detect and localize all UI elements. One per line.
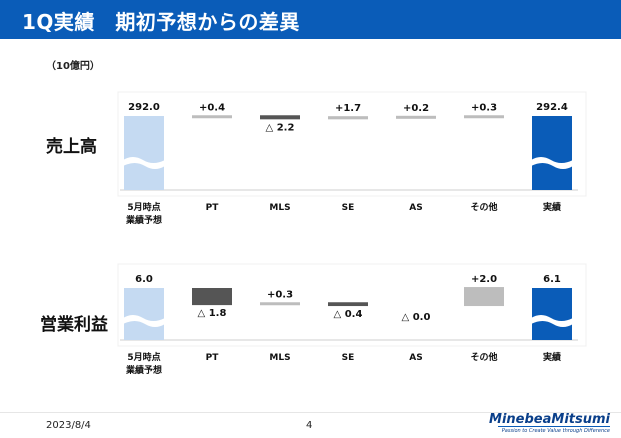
bar-delta [328, 302, 368, 307]
bar-forecast [124, 288, 164, 340]
chart-title-operating-income: 営業利益 [40, 315, 108, 335]
category-label: AS [409, 203, 422, 213]
footer-date: 2023/8/4 [46, 420, 91, 431]
slide-header: 1Q実績 期初予想からの差異 [0, 0, 621, 39]
category-label: PT [206, 203, 220, 213]
category-label: SE [342, 203, 355, 213]
data-label-delta: △ 1.8 [198, 308, 227, 319]
panel-frame [117, 91, 587, 197]
category-label: 実績 [543, 201, 561, 213]
data-label-delta: △ 0.4 [334, 309, 363, 320]
logo-wordmark: MinebeaMitsumi [489, 412, 610, 427]
axis-break-wave [531, 157, 573, 169]
category-label: 実績 [543, 351, 561, 363]
bar-delta [464, 115, 504, 119]
bar-delta [260, 302, 300, 306]
bar-actual [532, 116, 572, 190]
data-label-delta: +2.0 [471, 274, 497, 285]
bar-forecast [124, 116, 164, 190]
data-label-delta: +0.3 [267, 289, 293, 300]
company-logo: MinebeaMitsumi Passion to Create Value t… [470, 412, 610, 438]
bar-delta [328, 116, 368, 120]
category-label: 5月時点 [127, 201, 160, 213]
data-label-forecast: 6.0 [135, 274, 153, 285]
data-label-actual: 292.4 [536, 102, 568, 113]
axis-break-wave [531, 315, 573, 327]
category-label: SE [342, 353, 355, 363]
bar-actual [532, 288, 572, 340]
category-label: 業績予想 [125, 214, 162, 226]
unit-label: （10億円） [46, 61, 100, 72]
data-label-delta: △ 0.0 [402, 312, 431, 323]
data-label-delta: +0.3 [471, 102, 497, 113]
bar-delta [396, 115, 436, 119]
bar-delta [260, 115, 300, 120]
axis-break-wave [123, 315, 165, 327]
footer-divider [0, 412, 621, 413]
page-number: 4 [306, 420, 313, 431]
logo-tagline: Passion to Create Value through Differen… [501, 428, 610, 434]
bar-delta [464, 287, 504, 307]
data-label-actual: 6.1 [543, 274, 561, 285]
chart-panel-1 [117, 263, 587, 347]
data-label-delta: +0.2 [403, 103, 429, 114]
slide-title: 1Q実績 期初予想からの差異 [22, 10, 300, 34]
category-label: MLS [269, 353, 290, 363]
axis-break-wave [123, 157, 165, 169]
category-label: 5月時点 [127, 351, 160, 363]
data-label-delta: △ 2.2 [266, 122, 295, 133]
category-label: AS [409, 353, 422, 363]
chart-panel-0 [117, 91, 587, 197]
data-label-delta: +1.7 [335, 103, 361, 114]
chart-title-sales: 売上高 [46, 137, 97, 157]
category-label: PT [206, 353, 220, 363]
data-label-forecast: 292.0 [128, 102, 160, 113]
bar-delta [192, 115, 232, 119]
bar-delta [192, 288, 232, 306]
category-label: 業績予想 [125, 364, 162, 376]
logo-underline [498, 426, 610, 427]
category-label: MLS [269, 203, 290, 213]
data-label-delta: +0.4 [199, 102, 225, 113]
category-label: その他 [470, 201, 497, 213]
category-label: その他 [470, 351, 497, 363]
